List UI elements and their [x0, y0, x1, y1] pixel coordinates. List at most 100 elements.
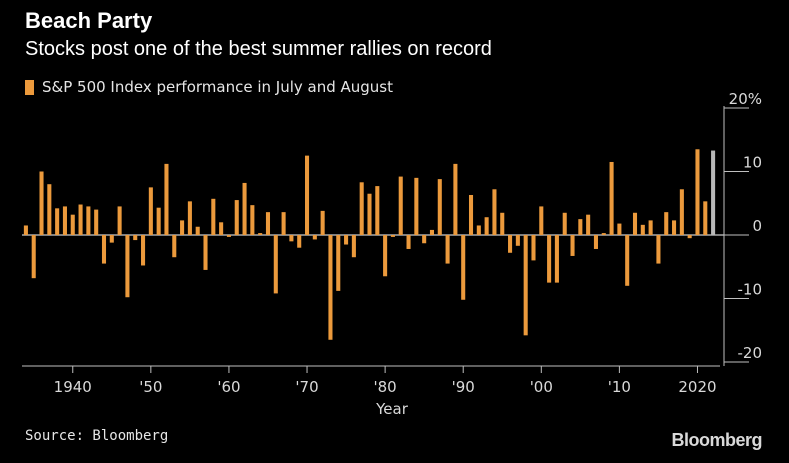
bar-1956: [195, 226, 200, 235]
bar-1996: [508, 235, 513, 253]
bar-1998: [523, 235, 528, 336]
bar-2003: [562, 212, 567, 235]
bar-1945: [109, 235, 114, 243]
bar-1979: [375, 186, 380, 235]
bar-2010: [617, 223, 622, 235]
x-tick-label: '90: [452, 378, 475, 396]
bar-1965: [265, 212, 271, 235]
bar-1939: [62, 206, 67, 235]
bar-1978: [367, 193, 372, 235]
bar-1938: [55, 208, 60, 235]
bar-1986: [429, 229, 435, 235]
bar-1963: [250, 205, 255, 235]
x-tick-label: '80: [374, 378, 397, 396]
x-tick-label: '10: [608, 378, 631, 396]
bar-1937: [47, 184, 52, 235]
legend-swatch: [25, 79, 34, 95]
y-tick-label: -20: [738, 344, 763, 362]
bar-1999: [531, 235, 536, 261]
bar-1975: [344, 235, 349, 245]
y-tick-label: 20%: [729, 90, 762, 108]
bar-1970: [304, 155, 310, 235]
bar-1976: [351, 235, 356, 258]
bar-1987: [437, 179, 442, 235]
bar-1992: [476, 225, 481, 235]
bar-1968: [289, 235, 294, 242]
legend: S&P 500 Index performance in July and Au…: [25, 78, 393, 96]
bar-2017: [672, 220, 677, 235]
bar-1950: [148, 187, 153, 235]
bar-1967: [281, 212, 286, 235]
bar-2013: [640, 224, 645, 235]
bar-1990: [461, 235, 466, 300]
x-axis-title: Year: [375, 400, 409, 418]
source-note: Source: Bloomberg: [25, 428, 169, 444]
bar-1935: [31, 235, 36, 279]
bar-2007: [593, 235, 598, 249]
bar-1988: [445, 235, 450, 264]
bar-1977: [359, 182, 364, 235]
x-tick-label: '00: [530, 378, 553, 396]
x-tick-label: '50: [139, 378, 162, 396]
bar-2008: [601, 233, 606, 235]
bar-1983: [406, 235, 411, 249]
bar-1940: [70, 214, 75, 235]
bar-1971: [312, 235, 317, 240]
bar-2009: [609, 161, 614, 235]
bar-1985: [422, 235, 427, 244]
bar-1972: [320, 210, 325, 235]
bar-1989: [453, 163, 458, 235]
bar-1949: [141, 235, 146, 266]
bar-2005: [578, 219, 583, 235]
bar-1997: [515, 235, 520, 246]
bar-1947: [125, 235, 130, 298]
bar-1959: [219, 222, 224, 235]
bar-1964: [258, 233, 263, 235]
y-tick-label: -10: [738, 281, 763, 299]
bar-1995: [500, 212, 505, 235]
bar-1961: [234, 200, 239, 235]
bar-1993: [484, 217, 489, 235]
bar-1984: [414, 177, 419, 235]
y-tick-label: 10: [743, 154, 762, 172]
bar-1994: [492, 189, 497, 235]
bar-1952: [164, 163, 169, 235]
bar-1991: [468, 194, 474, 235]
bar-2016: [664, 212, 669, 235]
bar-1943: [94, 209, 99, 235]
chart-title: Beach Party: [25, 8, 153, 33]
bar-1973: [328, 235, 333, 340]
bar-2000: [539, 206, 544, 235]
bar-1942: [86, 206, 91, 235]
bar-1944: [101, 235, 107, 264]
bar-1966: [273, 235, 278, 294]
bar-2001: [547, 235, 552, 283]
bar-1954: [180, 220, 185, 235]
bar-1962: [242, 182, 247, 235]
bar-1960: [226, 235, 231, 237]
bar-1974: [336, 235, 341, 291]
bar-2020: [695, 149, 700, 235]
bar-2002: [554, 235, 559, 283]
x-tick-label: '60: [217, 378, 240, 396]
bar-1957: [203, 235, 208, 270]
legend-label: S&P 500 Index performance in July and Au…: [42, 78, 393, 96]
bar-2022: [711, 150, 716, 235]
bar-2012: [632, 212, 638, 235]
bar-2004: [570, 235, 575, 256]
bar-1969: [297, 235, 302, 248]
bar-1941: [78, 204, 83, 235]
bar-2019: [687, 235, 692, 239]
chart-subtitle: Stocks post one of the best summer ralli…: [25, 38, 492, 60]
bar-1936: [39, 171, 44, 235]
bar-2014: [648, 220, 653, 235]
bloomberg-logo: Bloomberg: [671, 430, 762, 450]
y-tick-label: 0: [752, 217, 762, 235]
bar-1958: [211, 198, 216, 235]
bar-2006: [586, 214, 591, 235]
bar-1948: [133, 235, 138, 241]
bar-2018: [679, 189, 684, 235]
bar-2011: [625, 235, 630, 286]
bar-1934: [23, 225, 28, 235]
